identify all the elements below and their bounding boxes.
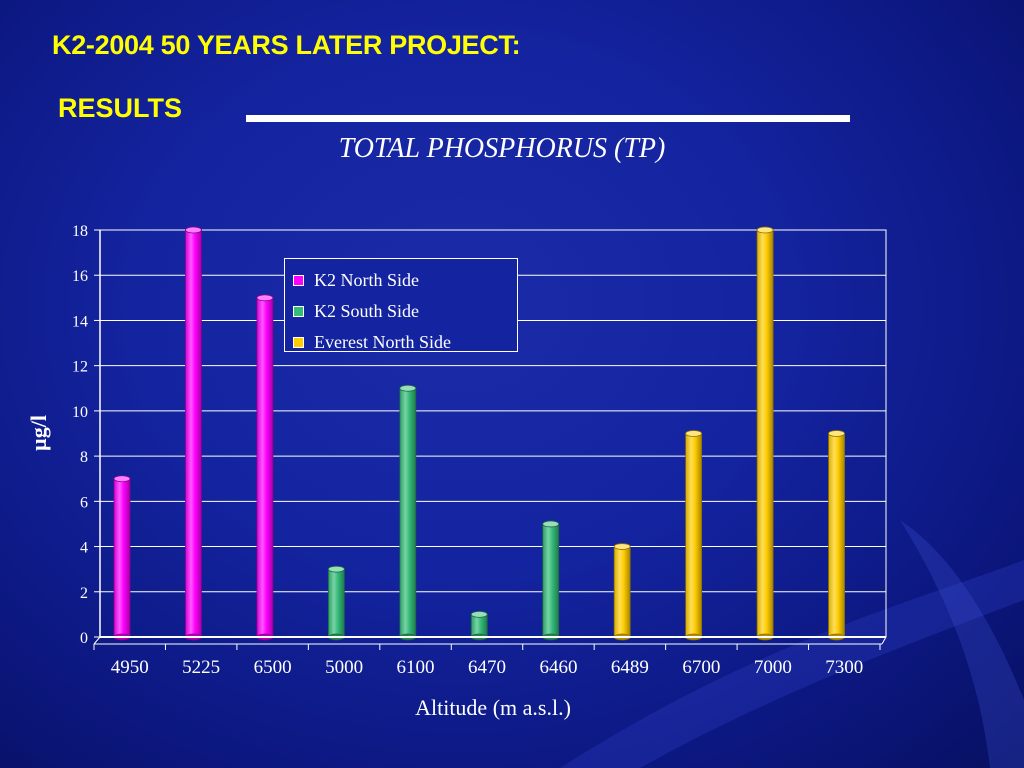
bar-body: [685, 433, 703, 638]
y-tick-label: 4: [80, 540, 88, 557]
legend-label: K2 North Side: [314, 270, 419, 290]
bar-top: [542, 520, 560, 528]
floor-edge: [881, 636, 887, 645]
legend-label: K2 South Side: [314, 301, 420, 321]
bar-body: [327, 568, 345, 638]
x-tick-label: 4950: [111, 657, 149, 678]
bar: [613, 543, 631, 641]
legend-swatch: [293, 337, 304, 348]
bar: [399, 384, 417, 641]
x-tick-label: 6470: [468, 657, 506, 678]
y-tick-label: 10: [72, 404, 88, 421]
floor-edge: [93, 636, 101, 645]
bar-top: [756, 226, 774, 234]
bar: [185, 226, 202, 641]
x-tick-label: 6500: [254, 657, 292, 678]
bar-body: [542, 523, 560, 638]
y-tick-label: 8: [80, 449, 88, 466]
chart-title: TOTAL PHOSPHORUS (TP): [338, 133, 666, 164]
bar: [327, 565, 345, 641]
x-tick-label: 6460: [539, 657, 577, 678]
bar-body: [828, 433, 845, 638]
title-underline: [246, 115, 850, 122]
bar: [113, 475, 131, 641]
bar-top: [470, 610, 488, 618]
x-axis-label: Altitude (m a.s.l.): [415, 695, 571, 720]
bar-top: [185, 226, 202, 234]
legend-item: K2 North Side: [293, 265, 517, 296]
slide-title: K2-2004 50 YEARS LATER PROJECT:: [52, 30, 521, 60]
legend-item: Everest North Side: [293, 327, 517, 358]
bar: [256, 294, 274, 641]
bar-top: [256, 294, 274, 302]
bar-top: [399, 384, 417, 392]
bar-body: [613, 546, 631, 638]
bar: [756, 226, 774, 641]
y-axis-label: µg/l: [26, 415, 51, 451]
bar-body: [185, 229, 202, 638]
bar-body: [399, 387, 417, 638]
bar-body: [113, 478, 131, 638]
bar: [470, 610, 488, 641]
y-tick-label: 6: [80, 494, 88, 511]
bar: [685, 430, 703, 641]
bar: [828, 430, 845, 641]
x-tick-label: 7300: [825, 657, 863, 678]
chart-legend: K2 North Side K2 South Side Everest North …: [284, 258, 518, 352]
legend-swatch: [293, 306, 304, 317]
y-tick-label: 18: [72, 223, 88, 240]
bar-top: [113, 475, 131, 483]
x-tick-label: 6700: [682, 657, 720, 678]
x-tick-label: 6489: [611, 657, 649, 678]
bar-top: [327, 565, 345, 573]
y-tick-label: 12: [72, 359, 88, 376]
legend-swatch: [293, 275, 304, 286]
x-tick-label: 5225: [182, 657, 220, 678]
bar-top: [613, 543, 631, 550]
x-tick-label: 6100: [397, 657, 435, 678]
bar-body: [756, 229, 774, 638]
legend-label: Everest North Side: [314, 332, 451, 352]
slide-subtitle: RESULTS: [58, 93, 183, 123]
y-tick-label: 2: [80, 585, 88, 602]
legend-item: K2 South Side: [293, 296, 517, 327]
y-tick-label: 14: [72, 313, 88, 330]
y-tick-label: 0: [80, 630, 88, 647]
bar-top: [685, 430, 703, 437]
x-tick-label: 5000: [325, 657, 363, 678]
x-tick-label: 7000: [754, 657, 792, 678]
bar: [542, 520, 560, 641]
bar-top: [828, 430, 845, 437]
bar-body: [256, 297, 274, 638]
y-tick-label: 16: [72, 268, 88, 285]
